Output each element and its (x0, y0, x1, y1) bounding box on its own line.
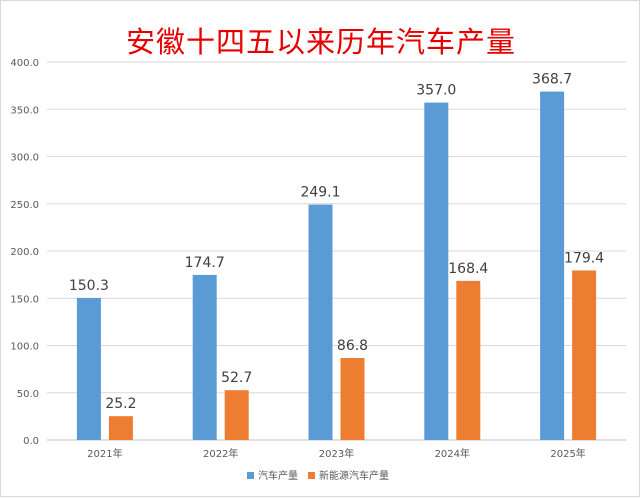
bar-nev (572, 270, 597, 440)
data-label: 25.2 (105, 396, 136, 412)
bar-nev (456, 280, 481, 440)
y-tick-label: 0.0 (23, 436, 39, 447)
data-label: 249.1 (300, 185, 340, 201)
bar-car (540, 91, 565, 441)
bar-nev (340, 357, 365, 440)
y-tick-label: 100.0 (10, 342, 39, 353)
bar-car (76, 297, 101, 440)
x-tick-label: 2024年 (435, 447, 470, 460)
x-tick-label: 2021年 (87, 447, 122, 460)
data-label: 150.3 (69, 278, 109, 294)
data-label: 179.4 (564, 250, 604, 266)
data-label: 174.7 (185, 255, 225, 271)
y-tick-label: 200.0 (10, 247, 39, 258)
legend-label: 新能源汽车产量 (319, 469, 389, 482)
data-label: 168.4 (448, 261, 488, 277)
y-tick-label: 400.0 (10, 58, 39, 69)
bar-car (424, 102, 449, 440)
bar-nev (224, 390, 249, 440)
data-label: 52.7 (221, 370, 252, 386)
legend-swatch (247, 472, 254, 479)
y-tick-label: 50.0 (17, 389, 39, 400)
y-tick-label: 300.0 (10, 153, 39, 164)
bar-nev (108, 416, 133, 440)
x-tick-label: 2023年 (319, 447, 354, 460)
data-label: 368.7 (532, 72, 572, 88)
bar-car (308, 204, 333, 440)
data-label: 86.8 (337, 338, 368, 354)
legend-label: 汽车产量 (258, 469, 298, 482)
y-tick-label: 250.0 (10, 200, 39, 211)
y-tick-label: 350.0 (10, 105, 39, 116)
data-label: 357.0 (416, 83, 456, 99)
bar-car (192, 274, 217, 440)
y-tick-label: 150.0 (10, 294, 39, 305)
x-tick-label: 2022年 (203, 447, 238, 460)
legend-swatch (308, 472, 315, 479)
x-tick-label: 2025年 (550, 447, 585, 460)
chart-title: 安徽十四五以来历年汽车产量 (125, 25, 516, 59)
